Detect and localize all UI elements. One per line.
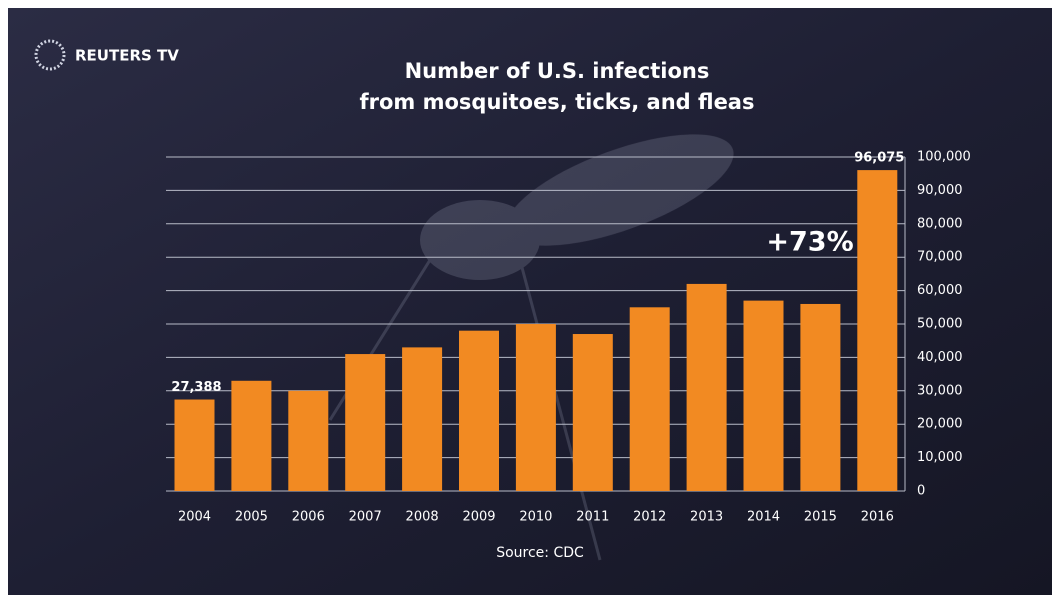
y-tick-label: 60,000	[917, 283, 963, 298]
bar	[800, 303, 841, 491]
x-tick-label: 2009	[462, 510, 495, 525]
annotation: +73%	[766, 227, 853, 258]
value-label: 27,388	[171, 380, 221, 395]
x-tick-label: 2015	[804, 510, 837, 525]
bar	[743, 300, 784, 491]
bar	[402, 347, 443, 491]
x-tick-label: 2005	[235, 510, 268, 525]
y-tick-label: 10,000	[917, 450, 963, 465]
y-tick-label: 90,000	[917, 183, 963, 198]
source: Source: CDC	[496, 545, 584, 561]
x-tick-label: 2008	[406, 510, 439, 525]
y-tick-label: 30,000	[917, 383, 963, 398]
y-tick-label: 50,000	[917, 317, 963, 332]
y-tick-label: 20,000	[917, 417, 963, 432]
value-label: 96,075	[854, 151, 904, 166]
x-tick-label: 2010	[519, 510, 552, 525]
x-tick-label: 2012	[633, 510, 666, 525]
logo	[34, 39, 66, 71]
x-tick-label: 2004	[178, 510, 211, 525]
y-tick-label: 80,000	[917, 216, 963, 231]
y-tick-label: 100,000	[917, 150, 971, 165]
bar	[686, 283, 727, 491]
chart-title: Number of U.S. infections	[405, 59, 710, 83]
bar	[288, 390, 329, 491]
y-tick-label: 70,000	[917, 250, 963, 265]
bar	[174, 399, 215, 491]
x-tick-label: 2006	[292, 510, 325, 525]
x-tick-label: 2011	[576, 510, 609, 525]
brand: REUTERS TV	[75, 47, 179, 65]
x-tick-label: 2013	[690, 510, 723, 525]
y-tick-label: 0	[917, 484, 925, 499]
bar	[515, 324, 556, 491]
bar	[572, 334, 613, 491]
y-tick-label: 40,000	[917, 350, 963, 365]
x-tick-label: 2014	[747, 510, 780, 525]
bar	[345, 354, 386, 491]
x-tick-label: 2007	[349, 510, 382, 525]
bar	[629, 307, 670, 491]
bar	[459, 330, 499, 491]
x-tick-label: 2016	[861, 510, 894, 525]
bar	[857, 170, 898, 491]
chart-title: from mosquitoes, ticks, and fleas	[360, 90, 755, 114]
bar	[231, 380, 272, 491]
